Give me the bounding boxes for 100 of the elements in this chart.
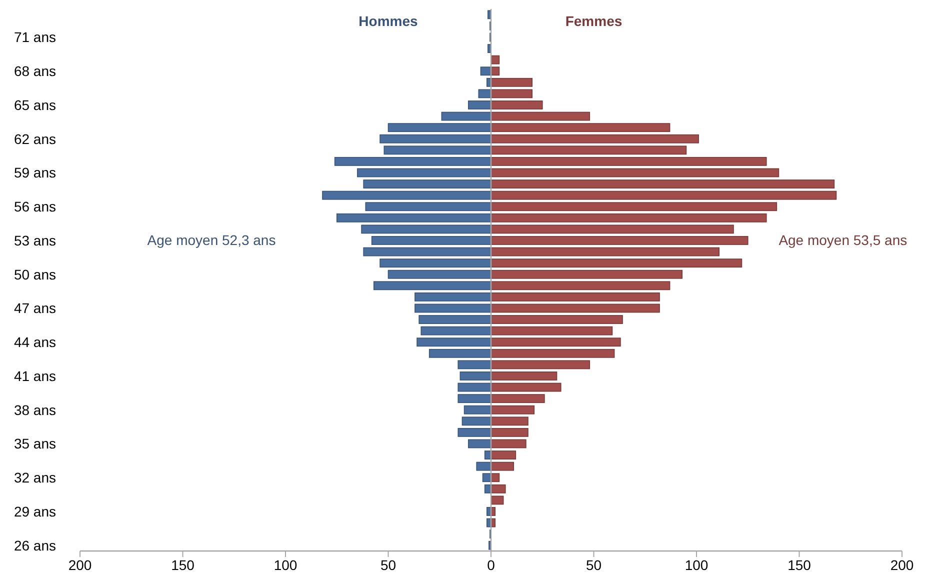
bar	[460, 372, 492, 380]
bar	[490, 462, 514, 471]
y-tick-label: 41 ans	[14, 368, 56, 384]
bar	[490, 123, 670, 132]
bar	[490, 405, 535, 414]
y-tick-label: 44 ans	[14, 334, 56, 350]
bar	[490, 382, 562, 392]
bar	[490, 304, 660, 313]
bar	[322, 190, 492, 200]
bar	[388, 123, 492, 132]
bar	[490, 292, 660, 302]
bar	[371, 236, 492, 245]
bar	[490, 496, 504, 505]
bar	[482, 473, 492, 482]
bar	[464, 405, 492, 414]
bar	[490, 134, 699, 144]
bar	[334, 156, 492, 166]
bar	[490, 247, 720, 256]
bar	[490, 89, 532, 98]
bar	[458, 394, 492, 404]
bar	[490, 202, 778, 212]
bar	[490, 224, 734, 234]
x-tick-label: 50	[586, 557, 602, 573]
bar	[373, 281, 492, 290]
bar	[490, 168, 780, 178]
bar	[468, 100, 492, 110]
bar	[490, 66, 500, 76]
bar	[490, 315, 623, 324]
bar	[490, 428, 528, 437]
bar	[363, 247, 492, 256]
annotation: Age moyen 52,3 ans	[147, 232, 276, 248]
text: Hommes	[358, 13, 418, 29]
y-tick-label: 26 ans	[14, 537, 56, 554]
bar	[490, 439, 526, 448]
x-tick-label: 200	[890, 557, 914, 573]
x-tick-label: 100	[274, 557, 298, 573]
y-tick-label: 65 ans	[14, 96, 56, 113]
y-tick-label: 62 ans	[14, 130, 56, 147]
x-tick-label: 150	[788, 557, 812, 573]
bar	[490, 112, 590, 121]
x-tick-label: 0	[487, 557, 496, 573]
bar	[490, 146, 687, 155]
bar	[414, 304, 492, 313]
bar	[490, 180, 835, 188]
annotation: Age moyen 53,5 ans	[778, 232, 908, 248]
bar	[336, 213, 492, 222]
bar	[462, 416, 492, 426]
text: Femmes	[565, 13, 622, 29]
bar	[416, 338, 492, 347]
bar	[490, 190, 837, 200]
bar	[418, 315, 492, 324]
bar	[490, 326, 613, 336]
bar	[458, 428, 492, 437]
bar	[380, 258, 492, 268]
bar	[458, 382, 492, 392]
y-tick-label: 47 ans	[14, 300, 56, 316]
y-tick-label: 32 ans	[14, 470, 56, 486]
bar	[468, 439, 492, 448]
bar	[441, 112, 492, 121]
bar	[363, 180, 492, 188]
bar	[490, 78, 532, 87]
bar	[420, 326, 492, 336]
y-tick-label: 35 ans	[14, 436, 56, 452]
bar	[490, 236, 748, 245]
bar	[490, 416, 528, 426]
bar	[365, 202, 492, 212]
bar	[357, 168, 492, 178]
bar	[428, 348, 492, 358]
bar	[490, 450, 516, 460]
bar	[480, 66, 492, 76]
bar	[414, 292, 492, 302]
x-tick-label: 50	[380, 557, 396, 573]
bar	[490, 360, 590, 370]
bar	[388, 270, 492, 279]
x-tick-label: 100	[684, 557, 708, 573]
y-tick-label: 59 ans	[14, 164, 56, 181]
bar	[490, 338, 621, 347]
y-tick-label: 71 ans	[14, 29, 56, 46]
y-tick-label: 38 ans	[14, 402, 56, 418]
bar	[490, 484, 506, 494]
bar	[490, 473, 500, 482]
bar	[361, 224, 492, 234]
bar	[490, 348, 615, 358]
bar	[490, 394, 545, 404]
bar	[478, 89, 492, 98]
y-tick-label: 56 ans	[14, 198, 56, 215]
bar	[384, 146, 492, 155]
y-tick-label: 29 ans	[14, 503, 56, 520]
x-tick-label: 200	[68, 557, 92, 573]
y-tick-label: 53 ans	[14, 232, 56, 248]
bar	[476, 462, 492, 471]
bar	[490, 213, 767, 222]
bar	[490, 372, 558, 380]
y-tick-label: 50 ans	[14, 266, 56, 282]
bar	[490, 55, 500, 64]
bar	[490, 156, 767, 166]
bar	[490, 100, 543, 110]
bar	[490, 281, 670, 290]
x-tick-label: 150	[171, 557, 195, 573]
bar	[380, 134, 492, 144]
